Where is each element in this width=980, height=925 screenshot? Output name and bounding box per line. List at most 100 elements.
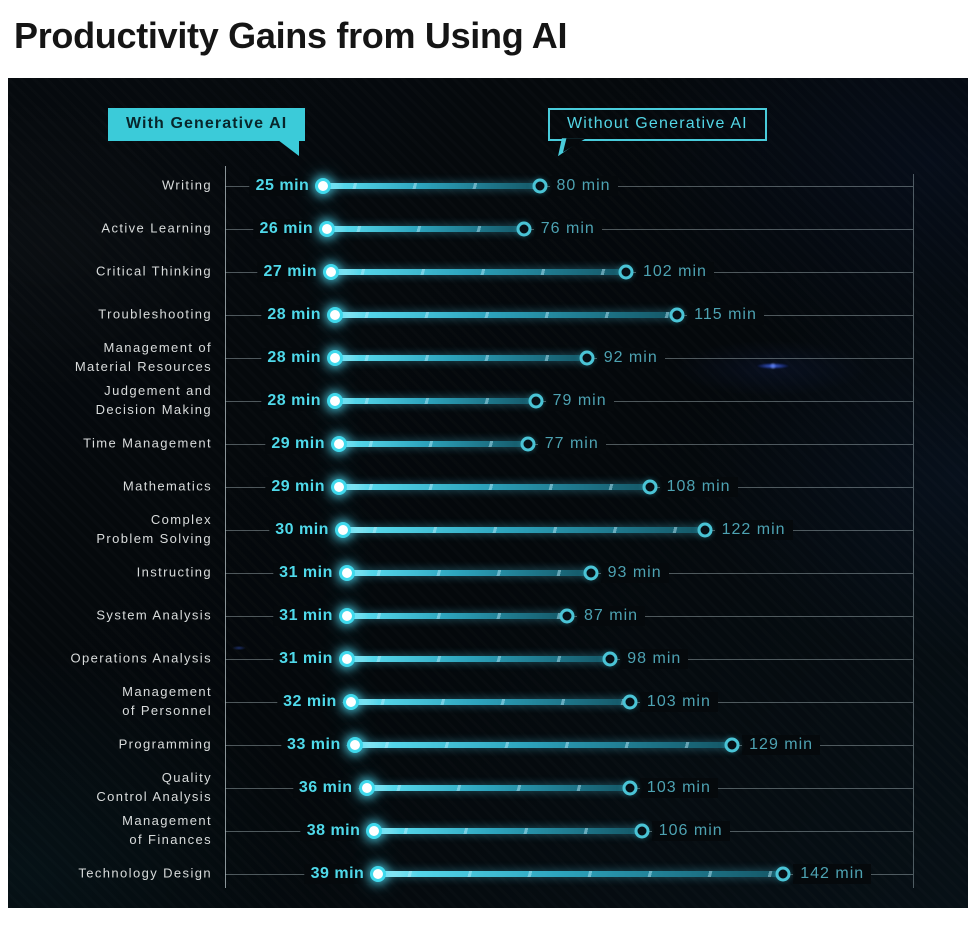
with-ai-dot	[327, 392, 344, 409]
without-ai-ring	[602, 651, 618, 667]
chart-row: Time Management 29 min 77 min	[83, 422, 913, 465]
left-axis-line	[225, 166, 226, 889]
dumbbell-bar	[366, 784, 630, 791]
with-ai-dot	[338, 650, 355, 667]
category-label: Programming	[118, 736, 212, 752]
without-ai-value: 80 min	[549, 175, 618, 196]
dumbbell-bar	[374, 827, 642, 834]
with-ai-dot	[327, 306, 344, 323]
with-ai-value: 36 min	[292, 777, 359, 798]
with-ai-value: 28 min	[261, 390, 328, 411]
category-label: Mathematics	[122, 478, 212, 494]
without-ai-ring	[532, 178, 547, 194]
without-ai-ring	[775, 866, 791, 882]
chart-row: Programming 33 min 129 min	[119, 723, 913, 766]
without-ai-value: 93 min	[600, 562, 669, 583]
dumbbell-bar	[346, 612, 568, 619]
with-ai-dot	[319, 220, 336, 237]
dumbbell-bar	[339, 483, 650, 490]
chart-row: Management of Material Resources 28 min …	[75, 336, 913, 379]
category-label: Time Management	[83, 435, 212, 451]
category-label: Management of Personnel	[122, 683, 212, 718]
with-ai-dot	[370, 865, 387, 882]
with-ai-dot	[338, 607, 355, 624]
with-ai-value: 31 min	[273, 562, 339, 583]
without-ai-ring	[579, 350, 595, 366]
without-ai-ring	[697, 522, 713, 538]
chart-row: Operations Analysis 31 min 98 min	[71, 637, 913, 680]
with-ai-dot	[334, 521, 351, 538]
with-ai-value: 29 min	[265, 476, 331, 497]
with-ai-value: 26 min	[253, 218, 320, 239]
with-ai-value: 27 min	[257, 261, 324, 282]
with-ai-value: 28 min	[261, 347, 328, 368]
chart-row: Instructing 31 min 93 min	[137, 551, 913, 594]
without-ai-value: 108 min	[659, 476, 738, 497]
category-label: Operations Analysis	[70, 650, 212, 666]
without-ai-value: 102 min	[636, 261, 714, 282]
with-ai-value: 32 min	[277, 691, 343, 712]
without-ai-ring	[642, 479, 658, 495]
with-ai-dot	[358, 779, 375, 796]
without-ai-ring	[520, 436, 536, 452]
with-ai-value: 29 min	[265, 433, 331, 454]
page-title: Productivity Gains from Using AI	[14, 15, 568, 56]
with-ai-dot	[366, 822, 383, 839]
with-ai-value: 39 min	[304, 863, 371, 884]
without-ai-ring	[583, 565, 599, 581]
dumbbell-bar	[354, 741, 733, 748]
dumbbell-bar	[346, 655, 611, 662]
dumbbell-bar	[378, 870, 784, 877]
without-ai-value: 87 min	[577, 605, 646, 626]
with-ai-value: 28 min	[261, 304, 328, 325]
dumbbell-bar	[331, 268, 626, 275]
with-ai-value: 31 min	[273, 605, 339, 626]
without-ai-value: 103 min	[639, 777, 718, 798]
without-ai-value: 79 min	[545, 390, 614, 411]
category-label: Troubleshooting	[98, 306, 212, 322]
category-label: Active Learning	[101, 220, 212, 236]
without-ai-ring	[634, 823, 650, 839]
with-ai-dot	[327, 349, 344, 366]
chart-row: Complex Problem Solving 30 min 122 min	[96, 508, 913, 551]
chart-row: Judgement and Decision Making 28 min 79 …	[96, 379, 913, 422]
without-ai-ring	[559, 608, 575, 624]
chart-rows: Writing 25 min 80 min Active Learning 26…	[71, 164, 913, 895]
with-ai-value: 31 min	[273, 648, 339, 669]
dumbbell-bar	[335, 311, 678, 318]
legend-with-ai-label: With Generative AI	[126, 115, 288, 133]
category-label: Instructing	[136, 564, 212, 580]
with-ai-dot	[331, 435, 347, 452]
category-label: Critical Thinking	[95, 263, 212, 279]
dumbbell-bar	[327, 225, 524, 232]
chart-row: Active Learning 26 min 76 min	[101, 207, 913, 250]
category-label: Complex Problem Solving	[96, 511, 212, 546]
without-ai-value: 92 min	[596, 347, 665, 368]
category-label: Technology Design	[78, 865, 212, 881]
chart-row: Mathematics 29 min 108 min	[123, 465, 913, 508]
chart-panel: With Generative AI Without Generative AI…	[8, 78, 968, 909]
with-ai-value: 38 min	[300, 820, 367, 841]
without-ai-value: 103 min	[639, 691, 718, 712]
dumbbell-bar	[346, 569, 591, 576]
chart-row: Troubleshooting 28 min 115 min	[98, 293, 913, 336]
without-ai-value: 98 min	[620, 648, 689, 669]
right-axis-line	[913, 174, 914, 889]
with-ai-dot	[331, 478, 347, 495]
category-label: System Analysis	[96, 607, 212, 623]
legend-without-ai-label: Without Generative AI	[567, 115, 748, 133]
chart-row: Critical Thinking 27 min 102 min	[96, 250, 913, 293]
without-ai-ring	[669, 307, 685, 323]
with-ai-value: 33 min	[281, 734, 347, 755]
with-ai-value: 30 min	[269, 519, 335, 540]
speech-tail-icon	[278, 140, 300, 157]
with-ai-dot	[338, 564, 355, 581]
with-ai-dot	[315, 177, 332, 194]
dumbbell-bar	[339, 440, 528, 447]
dumbbell-bar	[335, 397, 536, 404]
with-ai-dot	[323, 263, 340, 280]
without-ai-value: 106 min	[651, 820, 730, 841]
without-ai-ring	[724, 737, 740, 753]
without-ai-value: 122 min	[714, 519, 793, 540]
without-ai-ring	[622, 780, 638, 796]
